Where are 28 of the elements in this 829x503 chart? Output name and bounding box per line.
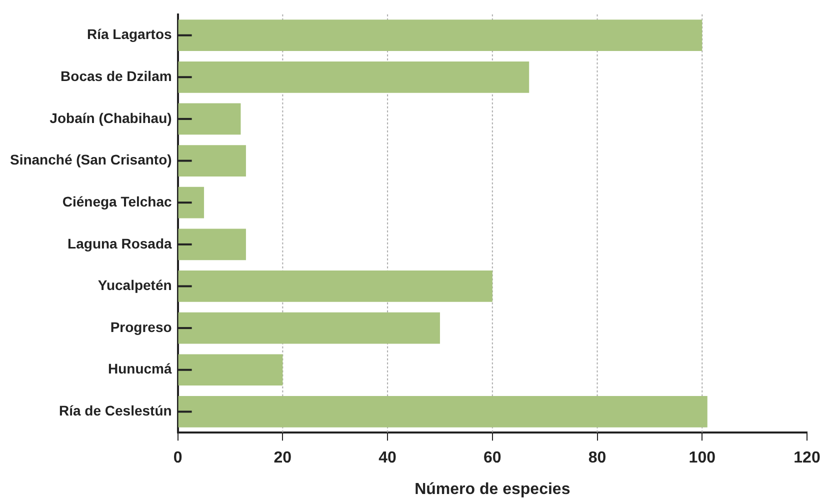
bar	[178, 61, 530, 93]
x-tick-label: 80	[588, 450, 606, 467]
y-tick-label: Ría de Ceslestún	[58, 402, 172, 419]
y-tick-label: Hunucmá	[108, 360, 172, 377]
y-tick-label: Yucalpetén	[98, 277, 172, 294]
bar	[178, 312, 440, 344]
x-tick-label: 20	[274, 450, 292, 467]
x-tick-label: 60	[484, 450, 502, 467]
bar	[178, 103, 241, 135]
y-tick-label: Ría Lagartos	[86, 26, 172, 42]
bar	[178, 270, 492, 302]
x-tick-label: 120	[794, 450, 820, 467]
y-tick-label: Laguna Rosada	[68, 235, 172, 252]
y-tick-label: Progreso	[110, 318, 172, 335]
y-tick-label: Ciénega Telchac	[62, 193, 172, 210]
bar	[178, 20, 702, 51]
bar	[178, 145, 246, 176]
bar	[178, 228, 246, 260]
x-axis-title: Número de especies	[414, 480, 570, 498]
x-tick-label: 100	[688, 450, 716, 467]
y-tick-label: Sinanché (San Crisanto)	[10, 152, 172, 168]
bar	[178, 186, 204, 218]
x-tick-label: 0	[173, 450, 182, 467]
bar	[178, 354, 283, 386]
bar	[178, 396, 708, 428]
x-tick-label: 40	[378, 450, 397, 467]
y-tick-label: Jobaín (Chabihau)	[50, 110, 172, 126]
y-tick-label: Bocas de Dzilam	[60, 68, 172, 84]
